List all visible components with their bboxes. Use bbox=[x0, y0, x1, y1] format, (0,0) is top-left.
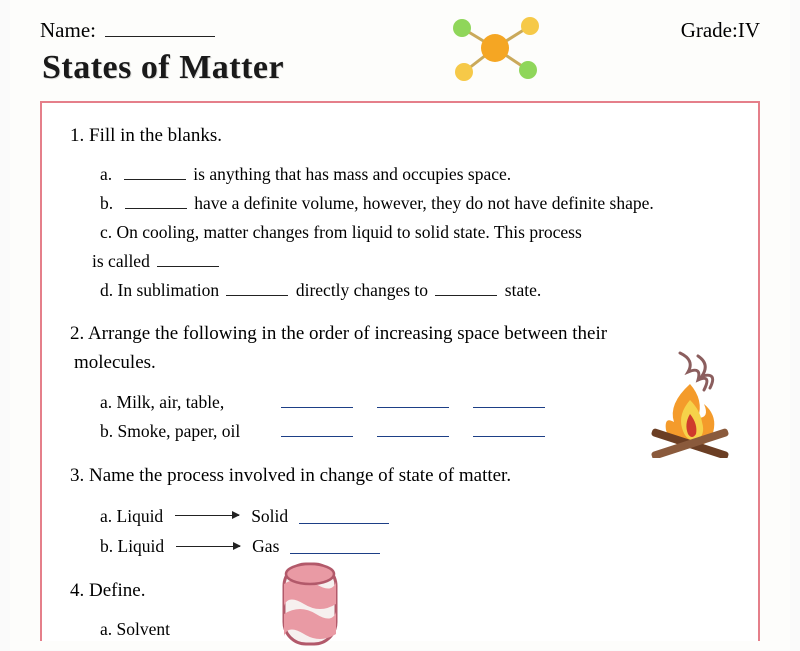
grade-label: Grade: bbox=[681, 18, 738, 42]
header-row: Name: Grade:IV bbox=[40, 18, 760, 43]
name-field: Name: bbox=[40, 18, 215, 43]
q2-prompt: 2. Arrange the following in the order of… bbox=[70, 319, 730, 378]
q3-a-row: a. Liquid Solid bbox=[100, 501, 730, 532]
q2-b-row: b. Smoke, paper, oil bbox=[100, 417, 730, 447]
q1-b: b. have a definite volume, however, they… bbox=[100, 189, 730, 218]
q1-prompt: 1. Fill in the blanks. bbox=[70, 121, 730, 150]
q1-d-blank1[interactable] bbox=[226, 280, 288, 296]
q1-a: a. is anything that has mass and occupie… bbox=[100, 160, 730, 189]
page-title: States of Matter bbox=[42, 49, 760, 87]
name-blank[interactable] bbox=[105, 36, 215, 37]
q3-b-row: b. Liquid Gas bbox=[100, 531, 730, 562]
molecule-icon bbox=[440, 10, 550, 90]
candy-icon bbox=[270, 556, 350, 651]
q4-list: a. Solvent b. Solution c. Volume d. Cond… bbox=[100, 615, 730, 641]
q1-c: c. On cooling, matter changes from liqui… bbox=[100, 218, 730, 247]
q4-a: a. Solvent bbox=[100, 615, 730, 641]
q2-a-label: a. Milk, air, table, bbox=[100, 388, 260, 418]
q2-b-blank1[interactable] bbox=[281, 422, 353, 438]
q2-a-blank2[interactable] bbox=[377, 392, 449, 408]
arrow-icon bbox=[175, 515, 239, 516]
q2-a-blank3[interactable] bbox=[473, 392, 545, 408]
q3-a-blank[interactable] bbox=[299, 508, 389, 524]
q1-d: d. In sublimation directly changes to st… bbox=[100, 276, 730, 305]
q2-a-row: a. Milk, air, table, bbox=[100, 388, 730, 418]
q3-a-from: a. Liquid bbox=[100, 501, 163, 532]
q2-b-label: b. Smoke, paper, oil bbox=[100, 417, 260, 447]
worksheet-page: Name: Grade:IV States of Matter 1. Fill … bbox=[10, 0, 790, 650]
q3-b-blank[interactable] bbox=[290, 539, 380, 555]
grade-value: IV bbox=[738, 18, 760, 42]
q1-c-blank[interactable] bbox=[157, 251, 219, 267]
q2-a-blank1[interactable] bbox=[281, 392, 353, 408]
name-label: Name: bbox=[40, 18, 96, 42]
arrow-icon bbox=[176, 546, 240, 547]
q1-d-blank2[interactable] bbox=[435, 280, 497, 296]
q1-c-cont: is called bbox=[92, 247, 730, 276]
q1-b-blank[interactable] bbox=[125, 194, 187, 210]
q3-a-to: Solid bbox=[251, 501, 288, 532]
campfire-icon bbox=[640, 348, 740, 458]
q2-b-blank2[interactable] bbox=[377, 422, 449, 438]
q4-prompt: 4. Define. bbox=[70, 576, 730, 605]
q1-a-blank[interactable] bbox=[124, 165, 186, 181]
q2-b-blank3[interactable] bbox=[473, 422, 545, 438]
grade-field: Grade:IV bbox=[681, 18, 760, 43]
q3-prompt: 3. Name the process involved in change o… bbox=[70, 461, 730, 490]
q3-b-from: b. Liquid bbox=[100, 531, 164, 562]
